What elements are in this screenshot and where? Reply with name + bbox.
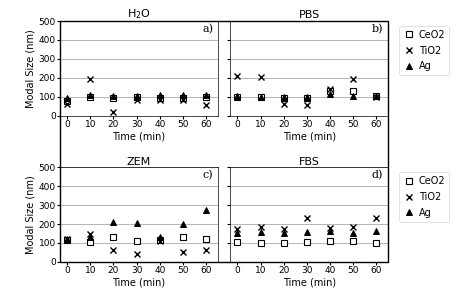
X-axis label: Time (min): Time (min) (283, 278, 336, 288)
X-axis label: Time (min): Time (min) (283, 132, 336, 141)
X-axis label: Time (min): Time (min) (112, 132, 165, 141)
Title: FBS: FBS (299, 157, 320, 167)
Title: ZEM: ZEM (127, 157, 151, 167)
Text: c): c) (202, 170, 213, 181)
Text: a): a) (202, 24, 213, 34)
Y-axis label: Modal Size (nm): Modal Size (nm) (26, 175, 36, 254)
Title: H$_2$O: H$_2$O (127, 7, 151, 21)
Title: PBS: PBS (298, 10, 320, 20)
Text: d): d) (372, 170, 383, 181)
X-axis label: Time (min): Time (min) (112, 278, 165, 288)
Legend: CeO2, TiO2, Ag: CeO2, TiO2, Ag (399, 26, 449, 75)
Y-axis label: Modal Size (nm): Modal Size (nm) (26, 29, 36, 108)
Text: b): b) (372, 24, 383, 34)
Legend: CeO2, TiO2, Ag: CeO2, TiO2, Ag (399, 172, 449, 222)
